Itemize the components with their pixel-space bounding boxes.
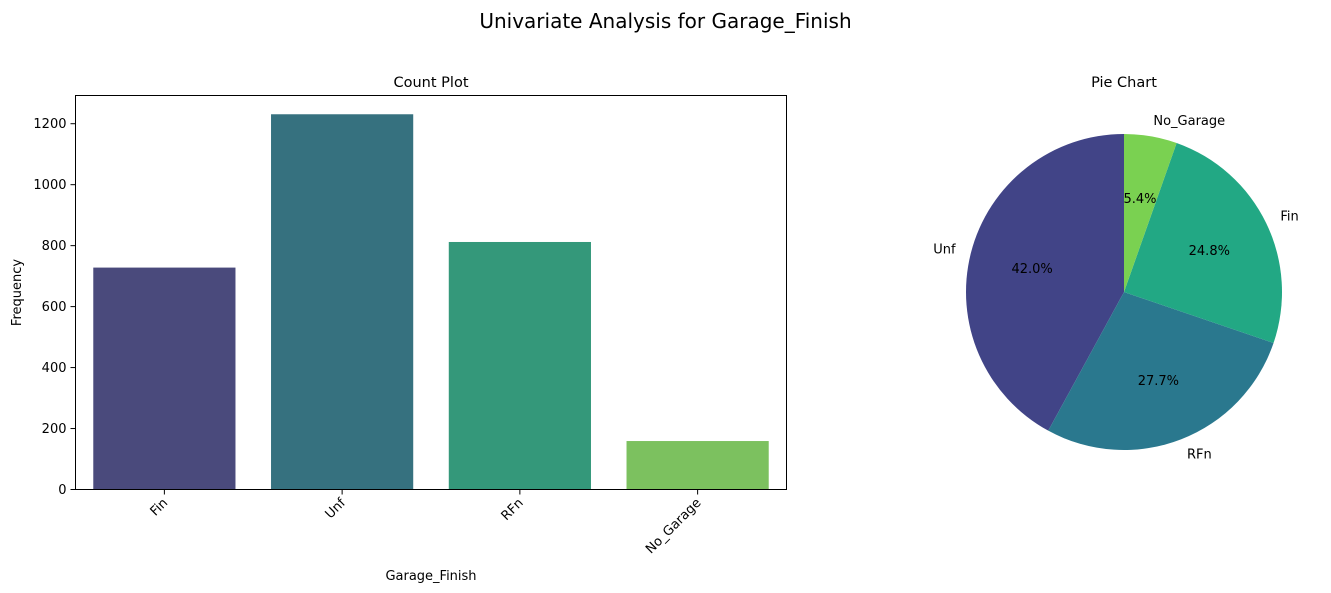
figure-suptitle: Univariate Analysis for Garage_Finish xyxy=(479,9,851,33)
pie-slices xyxy=(966,134,1282,451)
y-tick-label: 200 xyxy=(42,422,67,437)
pie-percent-fin: 24.8% xyxy=(1189,244,1230,259)
y-tick-label: 1200 xyxy=(33,117,66,132)
bar-unf xyxy=(271,114,414,490)
pie-slice-rfn xyxy=(1048,292,1274,451)
bar-no-garage xyxy=(626,441,769,490)
bar-rfn xyxy=(448,241,591,490)
pie-label-unf: Unf xyxy=(933,243,956,258)
y-tick-label: 800 xyxy=(42,239,67,254)
pie-slice-fin xyxy=(1124,143,1282,343)
count-plot-title: Count Plot xyxy=(394,75,469,91)
pie-percent-no-garage: 5.4% xyxy=(1124,192,1157,207)
pie-percent-unf: 42.0% xyxy=(1011,262,1052,277)
bar-group xyxy=(93,114,769,490)
y-tick-label: 1000 xyxy=(33,178,66,193)
pie-slice-unf xyxy=(966,134,1124,431)
pie-slice-no-garage xyxy=(1124,134,1177,292)
y-tick-label: 0 xyxy=(58,483,66,498)
x-axis-label: Garage_Finish xyxy=(385,569,476,584)
y-axis-label: Frequency xyxy=(10,259,25,326)
pie-label-rfn: RFn xyxy=(1187,447,1212,462)
plot-frame xyxy=(75,95,787,490)
y-tick-label: 600 xyxy=(42,300,67,315)
pie-label-no-garage: No_Garage xyxy=(1153,114,1225,129)
y-tick-label: 400 xyxy=(42,361,67,376)
pie-chart: Pie Chart Unf 42.0% RFn 27.7% Fin 24.8% No_Gar… xyxy=(933,75,1299,462)
bar-fin xyxy=(93,267,236,490)
pie-percent-rfn: 27.7% xyxy=(1138,374,1179,389)
y-axis-ticks: 0 200 400 600 800 1000 1200 xyxy=(33,117,76,498)
pie-labels: Unf 42.0% RFn 27.7% Fin 24.8% No_Garage 5.4% xyxy=(933,114,1299,462)
pie-label-fin: Fin xyxy=(1280,210,1298,225)
pie-chart-title: Pie Chart xyxy=(1091,75,1157,91)
